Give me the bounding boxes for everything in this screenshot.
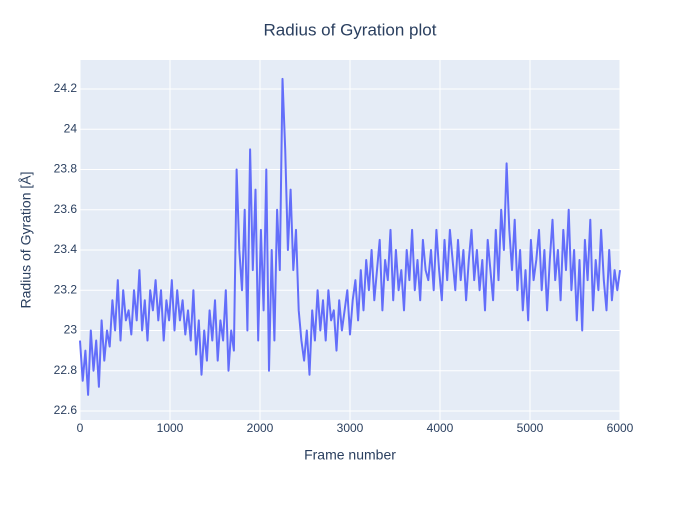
y-axis-label: Radius of Gyration [Å]	[18, 172, 34, 309]
y-tick-label: 22.8	[54, 363, 78, 377]
y-tick-label: 23.2	[54, 282, 78, 296]
y-tick-label: 23.4	[54, 242, 78, 256]
data-line	[79, 77, 621, 396]
x-tick-label: 4000	[427, 421, 454, 435]
y-tick-label: 24.2	[54, 81, 78, 95]
y-tick-label: 23.6	[54, 202, 78, 216]
x-tick-label: 1000	[157, 421, 184, 435]
y-tick-label: 22.6	[54, 403, 78, 417]
x-tick-label: 5000	[517, 421, 544, 435]
y-tick-label: 24	[64, 121, 78, 135]
y-tick-label: 23.8	[54, 162, 78, 176]
x-axis-label: Frame number	[304, 447, 396, 463]
x-tick-label: 0	[77, 421, 84, 435]
x-tick-label: 6000	[607, 421, 634, 435]
x-tick-label: 3000	[337, 421, 364, 435]
y-tick-label: 23	[64, 323, 78, 337]
x-tick-label: 2000	[247, 421, 274, 435]
chart-title: Radius of Gyration plot	[264, 20, 437, 39]
